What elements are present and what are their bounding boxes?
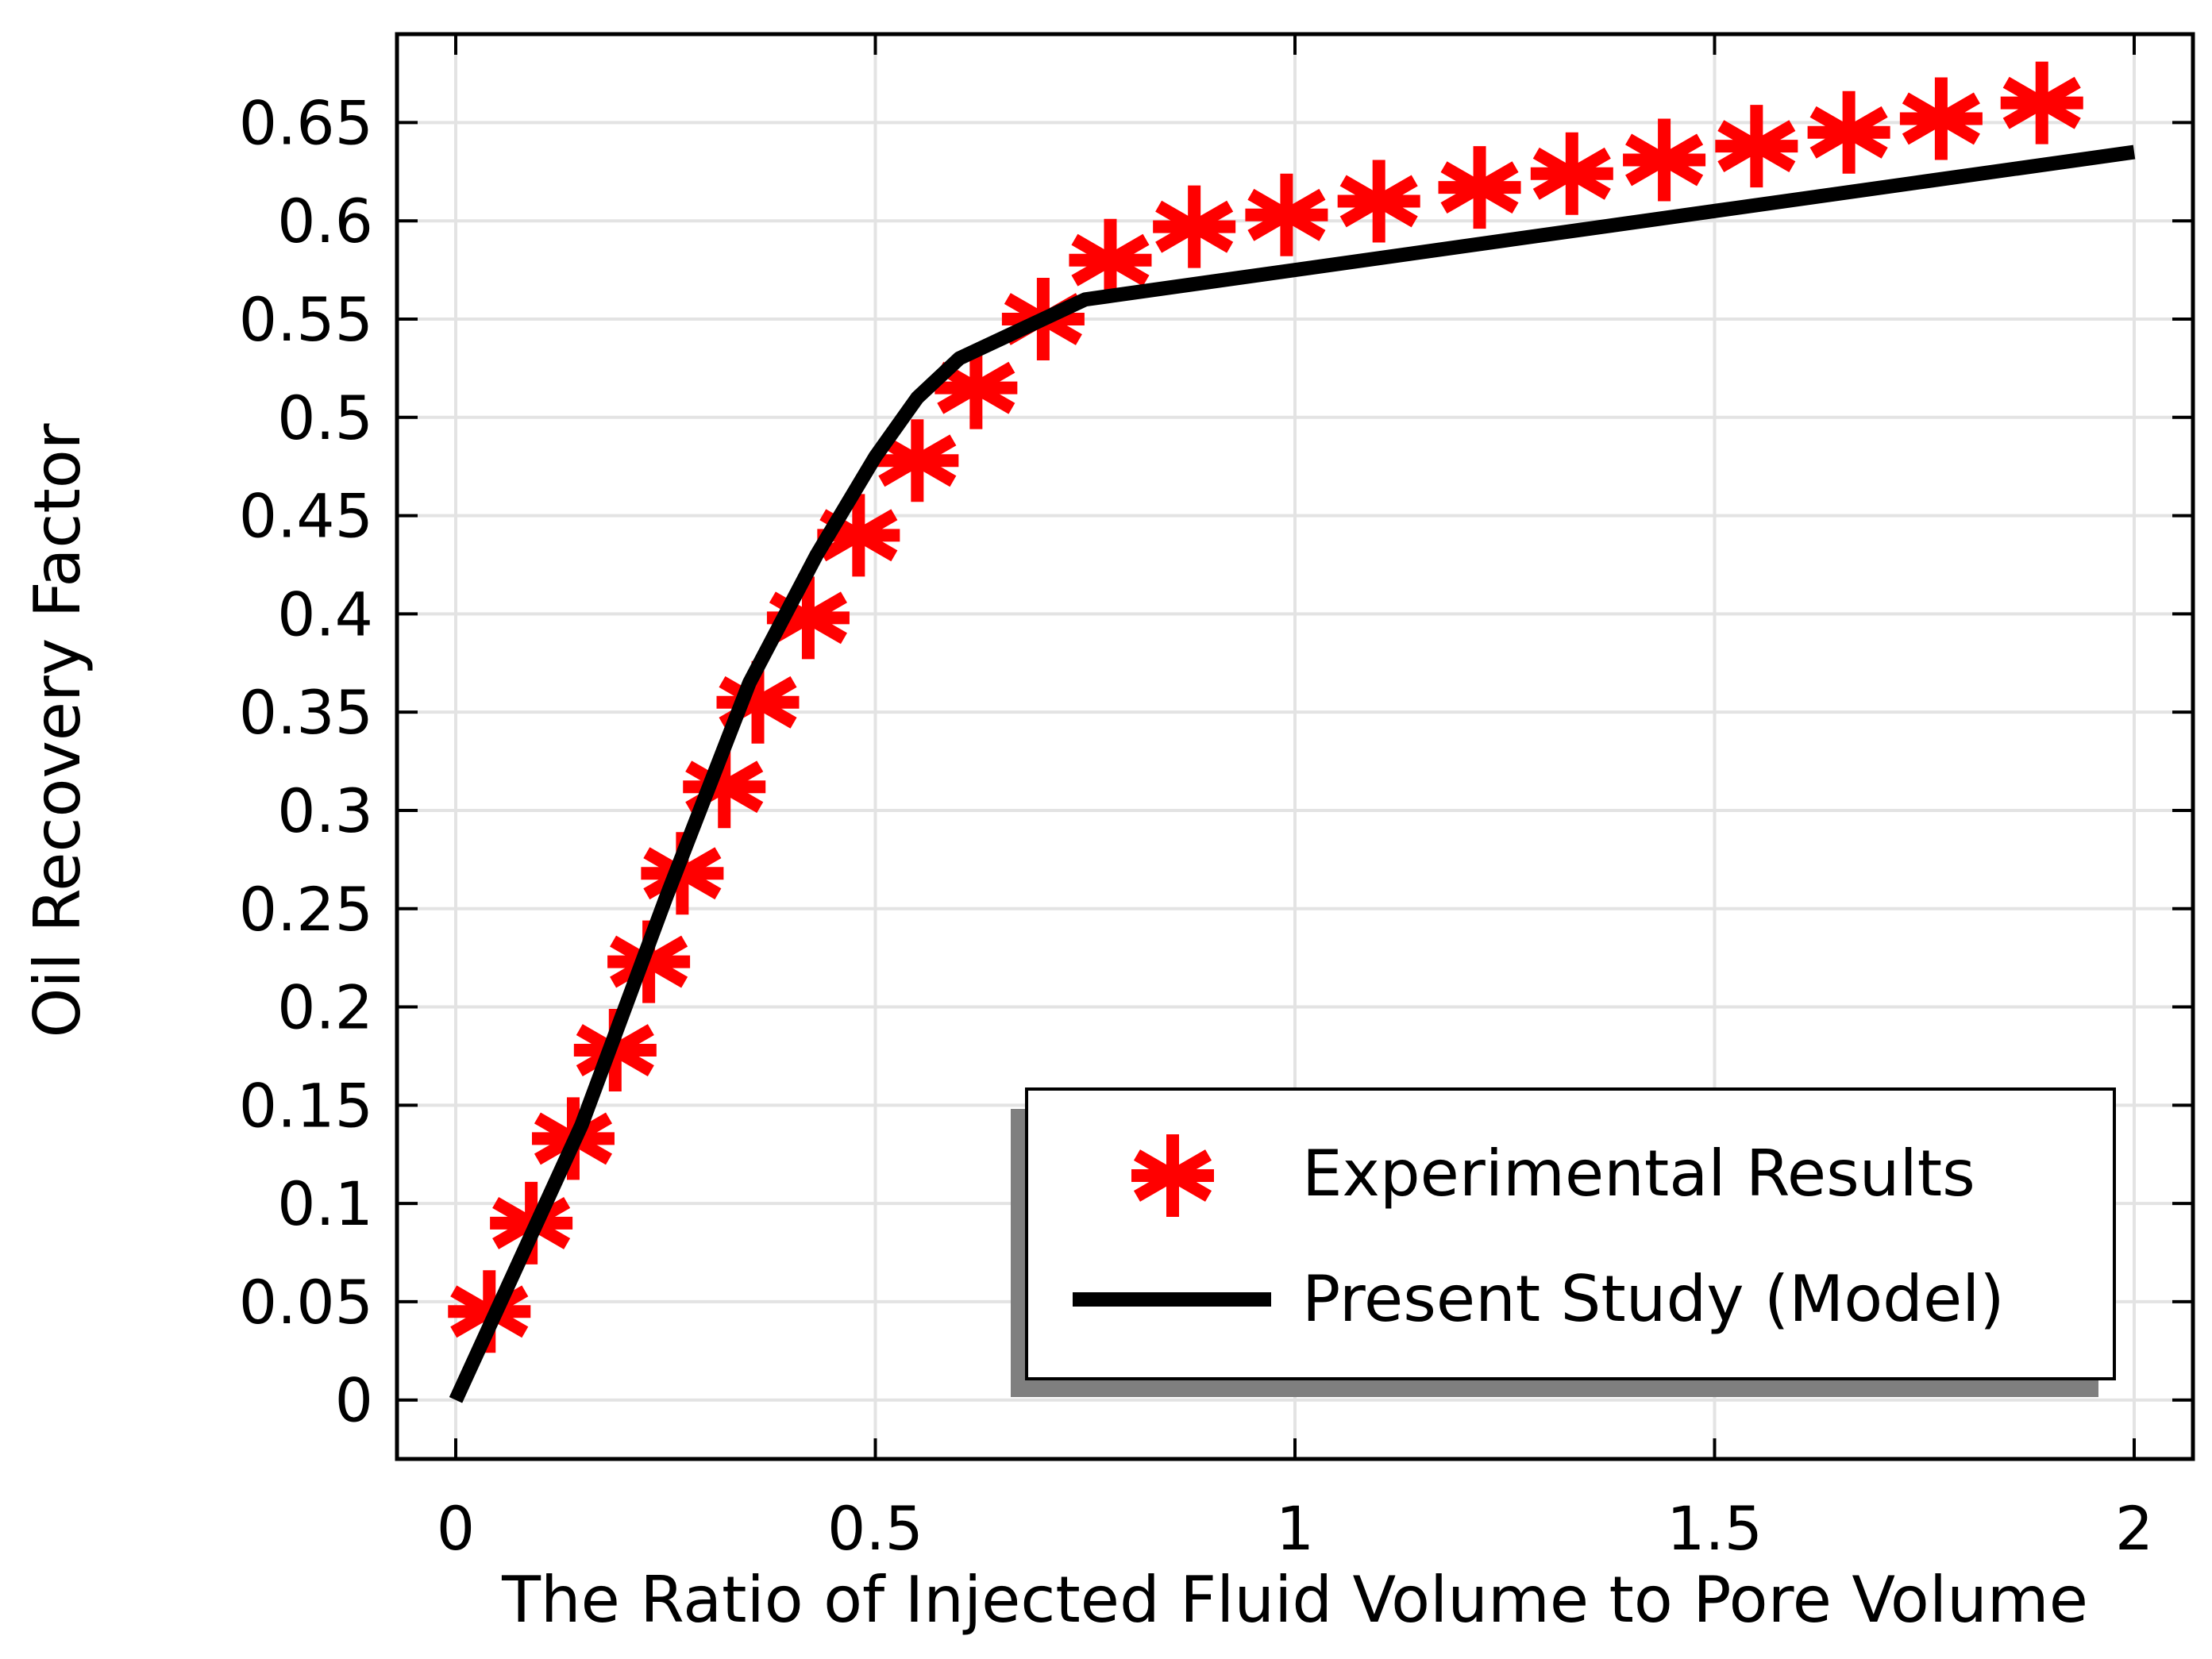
- model-line: [449, 144, 2136, 1403]
- legend-label-model: Present Study (Model): [1302, 1262, 2005, 1336]
- y-tick-label: 0.5: [277, 383, 373, 453]
- y-tick-label: 0.65: [239, 87, 373, 158]
- legend-label-experimental: Experimental Results: [1302, 1137, 1975, 1211]
- experimental-point: [935, 346, 1018, 429]
- legend-marker-experimental: [1131, 1134, 1214, 1217]
- y-tick-label: 0.6: [277, 186, 373, 256]
- legend: Experimental Results Present Study (Mode…: [1011, 1087, 2116, 1397]
- experimental-point: [876, 419, 959, 502]
- experimental-point: [1337, 160, 1420, 243]
- y-tick-label: 0: [335, 1365, 373, 1436]
- experimental-point: [1807, 90, 1890, 174]
- plot-series: [448, 61, 2136, 1403]
- experimental-point: [1069, 218, 1152, 302]
- y-tick-label: 0.35: [239, 677, 373, 748]
- experimental-point: [1715, 105, 1798, 188]
- x-axis-title: The Ratio of Injected Fluid Volume to Po…: [501, 1563, 2088, 1637]
- y-tick-label: 0.45: [239, 481, 373, 552]
- legend-asterisk: [1131, 1134, 1214, 1217]
- experimental-point: [1245, 173, 1328, 256]
- y-tick-label: 0.25: [239, 874, 373, 945]
- experimental-point: [1899, 77, 1983, 160]
- experimental-point: [1623, 118, 1706, 202]
- y-tick-label: 0.3: [277, 776, 373, 846]
- y-axis-title: Oil Recovery Factor: [21, 423, 94, 1037]
- x-tick-label: 0.5: [827, 1493, 923, 1564]
- tick-labels: 0 0.5 1 1.5 2 0 0.05 0.1 0.15 0.2 0.25 0.3 0.35 0.4 0.…: [239, 87, 2153, 1564]
- y-tick-label: 0.05: [239, 1267, 373, 1338]
- y-tick-label: 0.4: [277, 579, 373, 649]
- y-tick-label: 0.15: [239, 1070, 373, 1141]
- experimental-point: [2000, 61, 2083, 144]
- y-tick-label: 0.55: [239, 284, 373, 355]
- experimental-point: [1530, 132, 1613, 215]
- legend-box: [1025, 1087, 2116, 1380]
- experimental-point: [1153, 185, 1236, 268]
- plot-frame: [395, 32, 2195, 1461]
- x-tick-label: 0: [437, 1493, 475, 1564]
- x-tick-label: 1: [1276, 1493, 1314, 1564]
- x-tick-label: 2: [2115, 1493, 2153, 1564]
- y-tick-label: 0.2: [277, 972, 373, 1043]
- y-tick-label: 0.1: [277, 1168, 373, 1239]
- x-tick-label: 1.5: [1667, 1493, 1763, 1564]
- experimental-point: [1438, 146, 1521, 229]
- axis-ticks: [397, 34, 2193, 1459]
